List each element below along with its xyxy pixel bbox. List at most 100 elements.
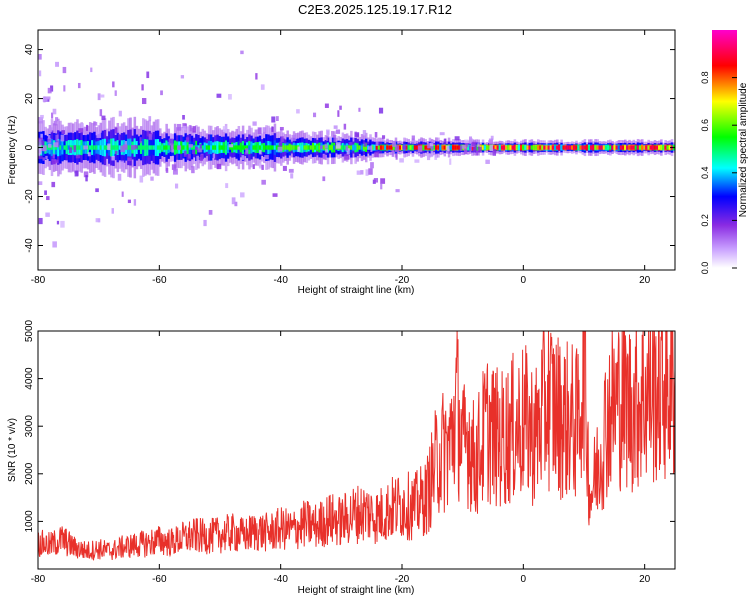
heatmap-cell bbox=[38, 149, 42, 154]
heatmap-cell bbox=[199, 154, 203, 161]
heatmap-cell bbox=[88, 145, 92, 150]
heatmap-cell bbox=[288, 168, 294, 173]
x-tick-label: -40 bbox=[273, 275, 288, 286]
heatmap-cell bbox=[435, 145, 438, 150]
heatmap-cell bbox=[430, 150, 434, 158]
heatmap-cell bbox=[386, 145, 389, 150]
heatmap-cell bbox=[74, 170, 79, 177]
heatmap-cell bbox=[492, 148, 497, 156]
heatmap-cell bbox=[539, 145, 542, 150]
heatmap-cell bbox=[543, 145, 546, 150]
heatmap-cell bbox=[280, 136, 284, 142]
heatmap-cell bbox=[511, 145, 515, 150]
heatmap-cell bbox=[370, 162, 374, 169]
heatmap-cell bbox=[152, 145, 156, 150]
heatmap-cell bbox=[39, 70, 42, 77]
spectrogram-x-ticks: -80 -60 -40 -20 0 20 bbox=[31, 30, 651, 286]
heatmap-cell bbox=[93, 145, 96, 150]
heatmap-cell bbox=[454, 136, 460, 141]
heatmap-cell bbox=[239, 145, 243, 150]
heatmap-cell bbox=[116, 145, 120, 150]
heatmap-cell bbox=[101, 115, 106, 120]
heatmap-cell bbox=[40, 114, 44, 119]
heatmap-cell bbox=[432, 145, 436, 150]
heatmap-cell bbox=[279, 126, 284, 131]
y-tick-label: -20 bbox=[24, 189, 35, 204]
heatmap-cell bbox=[188, 144, 193, 148]
heatmap-cell bbox=[183, 150, 187, 157]
heatmap-cell bbox=[615, 145, 619, 150]
heatmap-cell bbox=[473, 145, 477, 153]
heatmap-cell bbox=[42, 157, 45, 161]
heatmap-cell bbox=[348, 145, 351, 150]
heatmap-cell bbox=[326, 136, 329, 142]
heatmap-cell bbox=[163, 145, 166, 150]
heatmap-cell bbox=[307, 145, 311, 150]
heatmap-cell bbox=[624, 145, 627, 150]
y-tick-label: -40 bbox=[24, 238, 35, 253]
heatmap-cell bbox=[78, 145, 81, 150]
heatmap-cell bbox=[301, 145, 304, 150]
heatmap-cell bbox=[265, 145, 268, 150]
heatmap-cell bbox=[311, 145, 315, 150]
heatmap-cell bbox=[458, 145, 461, 150]
heatmap-cell bbox=[494, 145, 498, 150]
heatmap-cell bbox=[333, 145, 336, 150]
heatmap-cell bbox=[492, 145, 495, 150]
heatmap-cell bbox=[272, 193, 278, 197]
heatmap-cell bbox=[241, 155, 245, 160]
heatmap-cell bbox=[91, 145, 94, 150]
heatmap-cell bbox=[261, 179, 266, 185]
heatmap-cell bbox=[95, 188, 99, 193]
heatmap-cell bbox=[63, 85, 66, 92]
heatmap-cell bbox=[93, 121, 98, 126]
heatmap-cell bbox=[118, 110, 122, 117]
heatmap-cell bbox=[560, 145, 563, 150]
y-tick-label: 4000 bbox=[24, 367, 35, 390]
heatmap-cell bbox=[38, 54, 42, 60]
heatmap-cell bbox=[294, 145, 298, 150]
heatmap-cell bbox=[464, 145, 468, 150]
heatmap-cell bbox=[191, 166, 195, 174]
heatmap-cell bbox=[556, 145, 559, 150]
heatmap-cell bbox=[73, 145, 77, 153]
heatmap-cell bbox=[142, 145, 145, 150]
heatmap-cell bbox=[96, 131, 102, 138]
heatmap-cell bbox=[38, 139, 42, 146]
heatmap-cell bbox=[42, 145, 47, 152]
heatmap-cell bbox=[490, 135, 494, 140]
heatmap-cell bbox=[63, 145, 67, 150]
heatmap-cell bbox=[463, 148, 468, 154]
heatmap-cell bbox=[602, 145, 606, 150]
heatmap-cell bbox=[607, 145, 610, 150]
heatmap-cell bbox=[49, 127, 53, 133]
heatmap-cell bbox=[231, 145, 234, 150]
heatmap-cell bbox=[486, 145, 489, 150]
heatmap-cell bbox=[446, 145, 450, 152]
heatmap-cell bbox=[592, 145, 595, 150]
heatmap-cell bbox=[498, 145, 502, 150]
heatmap-cell bbox=[186, 145, 190, 150]
heatmap-cell bbox=[75, 154, 81, 159]
heatmap-cell bbox=[40, 133, 43, 140]
heatmap-cell bbox=[398, 145, 402, 150]
heatmap-cell bbox=[335, 142, 341, 149]
heatmap-cell bbox=[120, 160, 125, 168]
heatmap-cell bbox=[653, 145, 657, 150]
heatmap-cell bbox=[180, 145, 183, 150]
heatmap-cell bbox=[320, 145, 323, 150]
heatmap-cell bbox=[594, 145, 597, 150]
colorbar-ticks: 0.0 0.2 0.4 0.6 0.8 bbox=[700, 71, 737, 274]
heatmap-cell bbox=[354, 145, 357, 150]
heatmap-cell bbox=[114, 150, 118, 155]
heatmap-cell bbox=[282, 165, 287, 171]
heatmap-cell bbox=[581, 145, 585, 150]
heatmap-cell bbox=[356, 170, 361, 175]
heatmap-cell bbox=[505, 145, 508, 150]
heatmap-cell bbox=[139, 137, 142, 144]
heatmap-cell bbox=[97, 145, 100, 150]
heatmap-cell bbox=[437, 145, 440, 150]
heatmap-cell bbox=[154, 145, 158, 150]
heatmap-cell bbox=[335, 129, 341, 134]
heatmap-cell bbox=[391, 149, 395, 157]
